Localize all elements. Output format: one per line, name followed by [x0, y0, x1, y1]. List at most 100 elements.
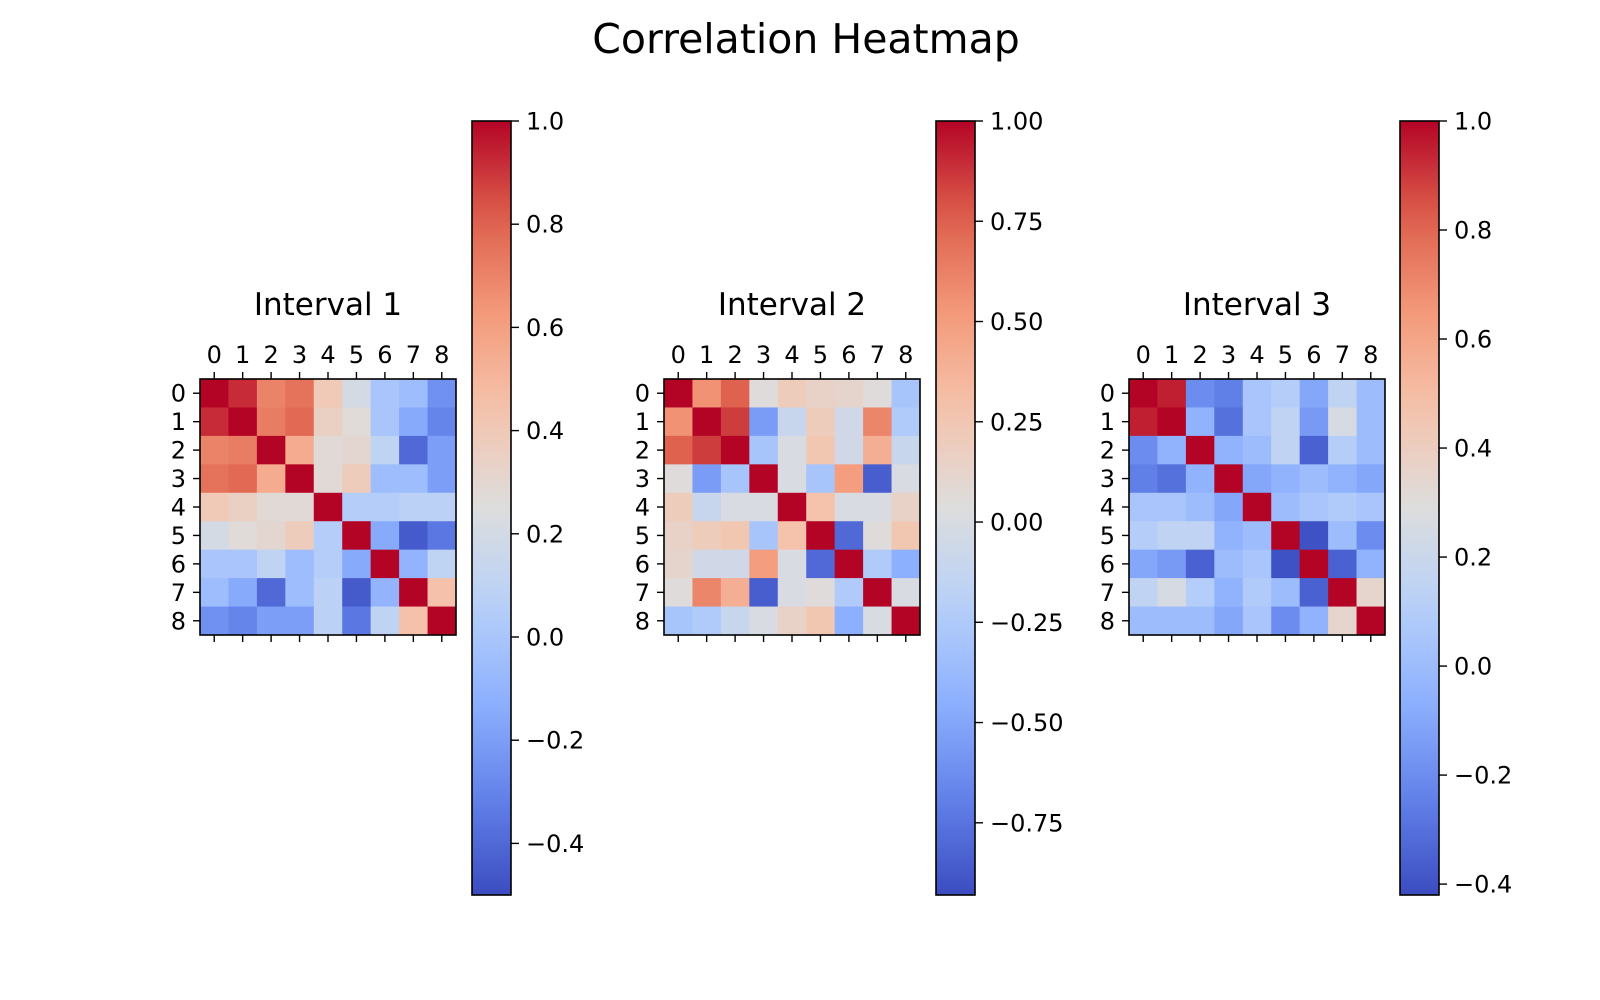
heatmap-cell	[200, 407, 229, 437]
y-tick-label: 3	[635, 465, 650, 493]
heatmap-cell	[200, 492, 229, 522]
heatmap-cell	[1299, 521, 1329, 551]
heatmap-cell	[1129, 379, 1158, 408]
heatmap-cell	[399, 606, 428, 636]
heatmap-cell	[834, 549, 864, 579]
heatmap-cell	[1157, 464, 1187, 494]
heatmap-cell	[313, 435, 343, 465]
heatmap-cell	[1214, 492, 1244, 522]
heatmap-cell	[1214, 379, 1244, 408]
heatmap-cell	[664, 464, 693, 494]
heatmap-cell	[370, 492, 400, 522]
heatmap-cell	[228, 521, 258, 551]
x-tick-label: 1	[1164, 341, 1179, 369]
heatmap-cell	[1328, 464, 1357, 494]
heatmap-cell	[256, 379, 286, 408]
heatmap-cell	[228, 492, 258, 522]
y-tick-label: 4	[635, 494, 650, 522]
heatmap-cell	[692, 549, 722, 579]
heatmap-cell	[200, 578, 229, 607]
heatmap-cell	[1157, 549, 1187, 579]
heatmap-cell	[1328, 549, 1357, 579]
heatmap-cell	[313, 464, 343, 494]
x-tick-label: 8	[1363, 341, 1378, 369]
heatmap-cell	[399, 578, 428, 607]
heatmap-cell	[834, 407, 864, 437]
heatmap-cell	[427, 578, 457, 607]
heatmap-cell	[1185, 464, 1215, 494]
heatmap-cell	[427, 606, 457, 636]
colorbar-tick-label: 0.00	[990, 509, 1043, 537]
heatmap-cell	[1328, 492, 1357, 522]
x-tick-label: 6	[1306, 341, 1321, 369]
colorbar-tick-label: −0.2	[526, 727, 584, 755]
heatmap-cell	[313, 521, 343, 551]
heatmap-cell	[692, 521, 722, 551]
heatmap-cell	[228, 407, 258, 437]
heatmap-cell	[427, 549, 457, 579]
y-tick-label: 7	[171, 579, 186, 607]
heatmap-cell	[1328, 521, 1357, 551]
heatmap-cell	[720, 492, 750, 522]
colorbar-frame	[935, 120, 976, 896]
heatmap-cell	[313, 606, 343, 636]
heatmap-cell	[891, 435, 921, 465]
heatmap-cell	[1214, 464, 1244, 494]
heatmap-cell	[1328, 578, 1357, 607]
x-tick-label: 4	[784, 341, 799, 369]
heatmap-cell	[200, 549, 229, 579]
heatmap-cell	[1129, 492, 1158, 522]
heatmap-cell	[664, 435, 693, 465]
heatmap-cell	[256, 549, 286, 579]
panel-title: Interval 2	[718, 287, 866, 323]
heatmap-cell	[313, 492, 343, 522]
heatmap-cell	[285, 464, 315, 494]
heatmap-cell	[692, 379, 722, 408]
heatmap-cell	[342, 435, 372, 465]
heatmap-cell	[1271, 379, 1301, 408]
colorbar: 1.00 0.75 0.50 0.25 0.00 −0.25 −0.50 −0.75	[935, 108, 1064, 896]
colorbar: 1.0 0.8 0.6 0.4 0.2 0.0 −0.2 −0.4	[471, 108, 584, 896]
heatmap-cell	[1299, 578, 1329, 607]
heatmap-cell	[1299, 407, 1329, 437]
y-tick-label: 2	[171, 437, 186, 465]
x-tick-label: 0	[1136, 341, 1151, 369]
colorbar-gradient	[472, 121, 511, 895]
colorbar-tick-label: −0.50	[990, 709, 1064, 737]
heatmap-cell	[285, 606, 315, 636]
heatmap-cell	[370, 435, 400, 465]
x-tick-label: 5	[813, 341, 828, 369]
heatmap-cell	[806, 407, 836, 437]
heatmap-cell	[863, 379, 892, 408]
heatmap-cell	[1185, 407, 1215, 437]
y-tick-label: 8	[635, 607, 650, 635]
heatmap-cell	[834, 578, 864, 607]
colorbar-tick-label: −0.2	[1454, 762, 1512, 790]
heatmap-cell	[313, 578, 343, 607]
y-tick-label: 8	[1100, 607, 1115, 635]
heatmap-cell	[1157, 407, 1187, 437]
heatmap-cell	[664, 407, 693, 437]
heatmap-cell	[399, 435, 428, 465]
heatmap-cell	[313, 549, 343, 579]
y-tick-label: 5	[635, 522, 650, 550]
x-tick-label: 8	[898, 341, 913, 369]
x-tick-label: 2	[727, 341, 742, 369]
heatmap-cell	[777, 435, 807, 465]
colorbar-tick-label: 0.8	[526, 211, 564, 239]
heatmap-cell	[692, 464, 722, 494]
heatmap-cell	[1185, 549, 1215, 579]
heatmap-cell	[834, 379, 864, 408]
heatmap-cell	[200, 606, 229, 636]
heatmap-cell	[1157, 606, 1187, 636]
heatmap-cell	[1299, 464, 1329, 494]
heatmap-cell	[342, 379, 372, 408]
heatmap-cell	[664, 606, 693, 636]
heatmap-cell	[1299, 549, 1329, 579]
heatmap-cell	[806, 606, 836, 636]
heatmap-cell	[1271, 407, 1301, 437]
colorbar-tick-label: −0.4	[1454, 871, 1512, 899]
x-tick-label: 3	[756, 341, 771, 369]
heatmap-cell	[863, 464, 892, 494]
heatmap-cell	[664, 521, 693, 551]
